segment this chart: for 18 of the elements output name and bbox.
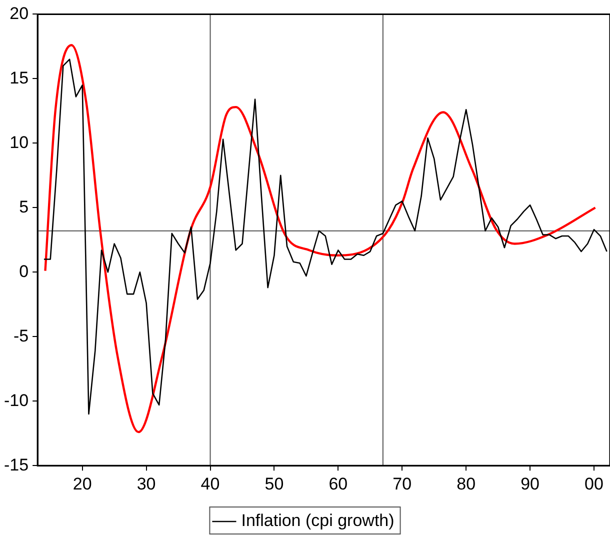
y-tick-label: -5: [13, 326, 29, 346]
y-tick-label: 20: [10, 4, 29, 23]
y-tick-label: 10: [10, 132, 29, 152]
x-tick-label: 90: [520, 474, 540, 494]
x-tick-label: 80: [456, 474, 476, 494]
x-tick-label: 60: [328, 474, 348, 494]
x-tick-label: 40: [200, 474, 220, 494]
y-tick-label: 5: [19, 197, 29, 216]
y-tick-label: -15: [4, 455, 29, 474]
y-tick-label: 15: [10, 68, 29, 88]
x-tick-label: 00: [584, 474, 604, 494]
x-tick-label: 30: [136, 474, 156, 494]
y-tick-label: 0: [19, 262, 29, 281]
x-tick-label: 20: [72, 474, 92, 494]
legend-label: Inflation (cpi growth): [241, 511, 394, 530]
x-tick-label: 70: [392, 474, 412, 494]
x-tick-label: 50: [264, 474, 284, 494]
y-tick-label: -10: [4, 390, 29, 410]
